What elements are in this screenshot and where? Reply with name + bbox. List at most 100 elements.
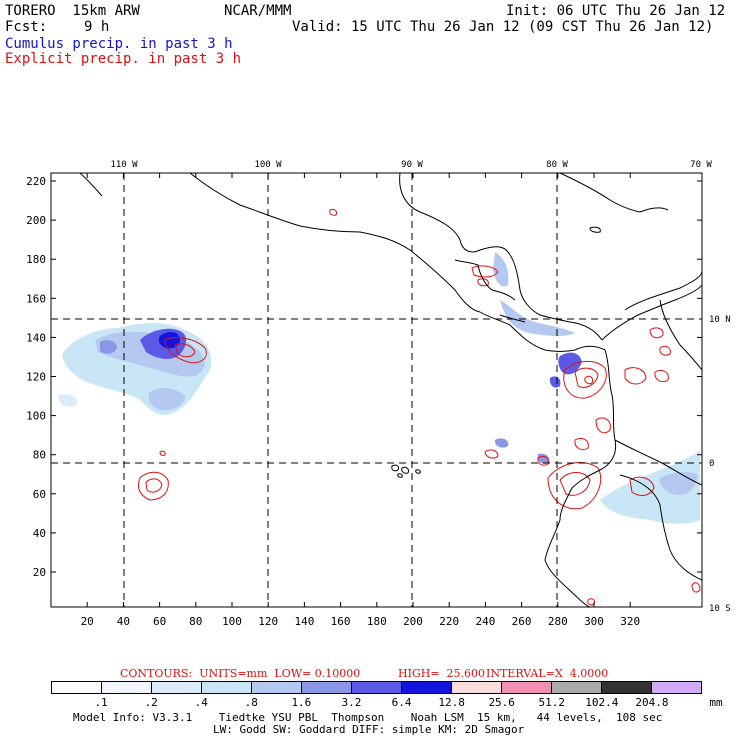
contour-caribbean-1: [471, 265, 499, 278]
contour-colombia-2: [654, 369, 669, 383]
y-tick-label: 160: [26, 292, 46, 305]
galapagos-4: [415, 469, 421, 474]
colorbar-label: .4: [194, 696, 208, 709]
x-tick-label: 200: [403, 615, 423, 628]
colorbar-swatch: [152, 682, 202, 693]
lon-label-100w: 100 W: [254, 160, 282, 170]
coast-caribbean-ca: [509, 254, 603, 341]
x-tick-label: 140: [294, 615, 314, 628]
lon-label-110w: 110 W: [110, 160, 138, 170]
x-tick-label: 40: [117, 615, 130, 628]
coast-colombia-pacific: [599, 349, 617, 471]
colorbar-swatch: [402, 682, 452, 693]
colorbar-swatch: [102, 682, 152, 693]
cumulus-area-west-max: [158, 332, 181, 349]
coast-venezuela: [624, 271, 703, 311]
colorbar-label: .2: [144, 696, 158, 709]
contour-colombia-3: [649, 327, 664, 339]
colorbar-swatch: [202, 682, 252, 693]
coast-yucatan: [399, 172, 511, 256]
coast-baja: [79, 172, 103, 197]
colorbar-label: 204.8: [635, 696, 669, 709]
y-tick-label: 180: [26, 253, 46, 266]
contour-panama-3: [584, 375, 593, 385]
cumulus-area-caribbean: [500, 300, 575, 337]
colorbar-swatch: [52, 682, 102, 693]
init-time: Init: 06 UTC Thu 26 Jan 12: [506, 3, 726, 19]
lat-lon-grid: [51, 173, 702, 607]
colorbar-label: 3.2: [341, 696, 362, 709]
valid-time: Valid: 15 UTC Thu 26 Jan 12 (09 CST Thu …: [292, 19, 714, 35]
x-tick-label: 80: [189, 615, 202, 628]
lat-label-10n: 10 N: [709, 315, 731, 325]
contour-equator-east: [484, 449, 499, 459]
x-tick-label: 20: [81, 615, 94, 628]
organization-label: NCAR/MMM: [224, 3, 292, 19]
contour-west-1: [164, 337, 207, 364]
x-tick-label: 60: [153, 615, 166, 628]
contour-interval: INTERVAL=X 4.0000: [486, 667, 609, 680]
galapagos-3: [397, 473, 403, 478]
contour-west-4: [145, 478, 163, 493]
y-tick-label: 140: [26, 331, 46, 344]
colorbar-swatch: [502, 682, 552, 693]
colorbar-unit: mm: [709, 696, 723, 709]
cumulus-area-equator: [494, 438, 509, 448]
contour-west-3: [137, 471, 169, 501]
contour-panama-1: [563, 361, 607, 399]
colorbar-label: 25.6: [488, 696, 515, 709]
longitude-labels: 110 W 100 W 90 W 80 W 70 W: [110, 160, 712, 170]
contour-high: HIGH= 25.600: [398, 667, 486, 680]
contour-mexico: [329, 208, 337, 216]
hispaniola: [639, 207, 669, 213]
forecast-hour: 9 h: [84, 19, 110, 35]
lon-label-80w: 80 W: [546, 160, 568, 170]
border-venezuela-colombia: [659, 299, 703, 371]
border-guatemala: [454, 259, 493, 291]
latitude-labels: 10 N 0 10 S: [709, 315, 731, 614]
contour-west-2: [174, 343, 196, 358]
contour-west-5: [159, 450, 166, 456]
colorbar-swatch: [552, 682, 602, 693]
coast-central-america: [479, 311, 606, 352]
contour-peru: [691, 582, 701, 593]
colorbar-label: 12.8: [438, 696, 465, 709]
x-tick-label: 300: [584, 615, 604, 628]
y-tick-label: 100: [26, 410, 46, 423]
coast-mexico: [189, 172, 481, 313]
lon-label-70w: 70 W: [690, 160, 712, 170]
contour-colombia-6: [574, 437, 589, 451]
x-tick-label: 260: [512, 615, 532, 628]
model-info: Model Info: V3.3.1 Tiedtke YSU PBL Thomp…: [73, 711, 663, 724]
colorbar-swatch: [452, 682, 502, 693]
x-tick-label: 180: [367, 615, 387, 628]
model-name: TORERO 15km ARW: [5, 3, 140, 19]
colorbar-label: 6.4: [391, 696, 412, 709]
x-tick-label: 280: [548, 615, 568, 628]
border-peru-brazil: [619, 474, 703, 581]
cumulus-area-west-4: [58, 394, 77, 407]
galapagos-2: [401, 466, 409, 474]
lat-label-0: 0: [709, 459, 714, 469]
x-tick-labels: 20 40 60 80 100 120 140 160 180 200 220 240 260 280 30…: [81, 615, 641, 628]
y-tick-label: 80: [33, 449, 46, 462]
colorbar-swatch: [602, 682, 652, 693]
y-tick-label: 120: [26, 371, 46, 384]
contour-ecuador-3: [629, 476, 655, 496]
contour-colombia-1: [624, 367, 647, 385]
cuba: [559, 172, 641, 213]
contour-colombia-4: [659, 345, 671, 356]
forecast-label: Fcst:: [5, 19, 48, 35]
axis-ticks: [51, 173, 702, 607]
x-tick-label: 220: [439, 615, 459, 628]
contour-galapagos-east: [537, 455, 549, 466]
colorbar-swatch: [652, 682, 701, 693]
y-tick-label: 60: [33, 488, 46, 501]
cumulus-area-honduras: [493, 252, 509, 287]
colorbar-swatch: [352, 682, 402, 693]
lat-label-10s: 10 S: [709, 604, 731, 614]
y-tick-label: 220: [26, 175, 46, 188]
cumulus-area-west-3: [148, 388, 186, 411]
contour-panama-2: [574, 367, 599, 388]
